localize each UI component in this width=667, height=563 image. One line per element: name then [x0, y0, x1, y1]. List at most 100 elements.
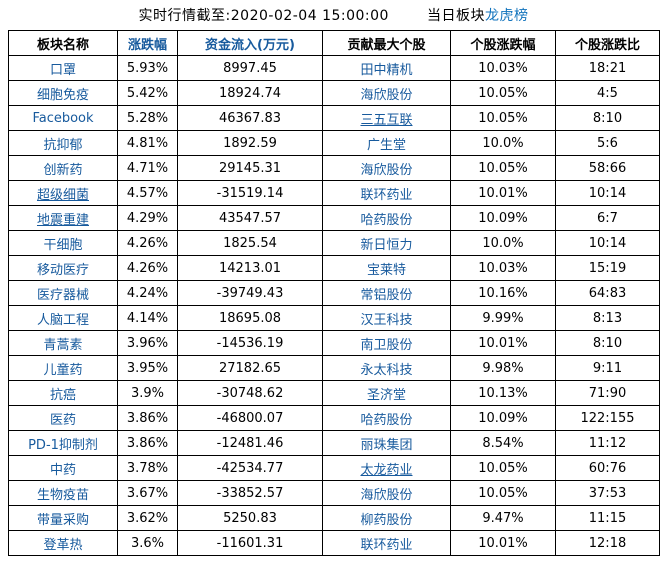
table-row: 抗抑郁 4.81% 1892.59 广生堂 10.0% 5:6	[8, 130, 660, 156]
sector-change: 3.62%	[117, 505, 178, 531]
inflow-value: -30748.62	[177, 380, 323, 406]
stock-change: 9.98%	[450, 355, 556, 381]
column-header: 资金流入(万元)	[177, 30, 323, 56]
sector-change: 5.28%	[117, 105, 178, 131]
stock-link[interactable]: 太龙药业	[322, 455, 451, 481]
stock-link[interactable]: 联环药业	[322, 180, 451, 206]
sector-link[interactable]: PD-1抑制剂	[8, 430, 118, 456]
stock-change: 8.54%	[450, 430, 556, 456]
table-row: 超级细菌 4.57% -31519.14 联环药业 10.01% 10:14	[8, 180, 660, 206]
sector-change: 4.26%	[117, 255, 178, 281]
updown-ratio: 8:10	[555, 330, 660, 356]
table-row: 带量采购 3.62% 5250.83 柳药股份 9.47% 11:15	[8, 505, 660, 531]
sector-link[interactable]: 地震重建	[8, 205, 118, 231]
inflow-value: 5250.83	[177, 505, 323, 531]
sector-change: 4.24%	[117, 280, 178, 306]
sector-link[interactable]: 创新药	[8, 155, 118, 181]
sector-link[interactable]: Facebook	[8, 105, 118, 131]
stock-link[interactable]: 田中精机	[322, 55, 451, 81]
sector-leaderboard-table: 板块名称 涨跌幅 资金流入(万元) 贡献最大个股 个股涨跌幅 个股涨跌比 口罩 5.93% 8…	[8, 30, 660, 556]
updown-ratio: 10:14	[555, 230, 660, 256]
updown-ratio: 6:7	[555, 205, 660, 231]
sector-change: 4.57%	[117, 180, 178, 206]
sector-link[interactable]: 干细胞	[8, 230, 118, 256]
sector-change: 3.9%	[117, 380, 178, 406]
updown-ratio: 18:21	[555, 55, 660, 81]
leaderboard-link[interactable]: 龙虎榜	[484, 8, 529, 24]
sector-change: 4.26%	[117, 230, 178, 256]
stock-link[interactable]: 三五互联	[322, 105, 451, 131]
inflow-value: -12481.46	[177, 430, 323, 456]
sector-link[interactable]: 中药	[8, 455, 118, 481]
inflow-value: 8997.45	[177, 55, 323, 81]
stock-link[interactable]: 宝莱特	[322, 255, 451, 281]
inflow-value: -14536.19	[177, 330, 323, 356]
stock-link[interactable]: 永太科技	[322, 355, 451, 381]
sector-change: 3.86%	[117, 430, 178, 456]
updown-ratio: 8:10	[555, 105, 660, 131]
table-row: 移动医疗 4.26% 14213.01 宝莱特 10.03% 15:19	[8, 255, 660, 281]
timestamp-text: 实时行情截至:2020-02-04 15:00:00	[138, 8, 389, 24]
table-row: 干细胞 4.26% 1825.54 新日恒力 10.0% 10:14	[8, 230, 660, 256]
stock-link[interactable]: 哈药股份	[322, 205, 451, 231]
stock-link[interactable]: 联环药业	[322, 530, 451, 556]
inflow-value: 14213.01	[177, 255, 323, 281]
sector-link[interactable]: 青蒿素	[8, 330, 118, 356]
inflow-value: 1825.54	[177, 230, 323, 256]
stock-change: 10.13%	[450, 380, 556, 406]
updown-ratio: 8:13	[555, 305, 660, 331]
updown-ratio: 71:90	[555, 380, 660, 406]
sector-change: 3.86%	[117, 405, 178, 431]
sector-link[interactable]: 人脑工程	[8, 305, 118, 331]
table-row: 登革热 3.6% -11601.31 联环药业 10.01% 12:18	[8, 530, 660, 556]
table-row: 儿童药 3.95% 27182.65 永太科技 9.98% 9:11	[8, 355, 660, 381]
updown-ratio: 10:14	[555, 180, 660, 206]
sector-link[interactable]: 医疗器械	[8, 280, 118, 306]
sector-link[interactable]: 医药	[8, 405, 118, 431]
table-row: 抗癌 3.9% -30748.62 圣济堂 10.13% 71:90	[8, 380, 660, 406]
stock-change: 10.03%	[450, 255, 556, 281]
sector-link[interactable]: 登革热	[8, 530, 118, 556]
sector-link[interactable]: 生物疫苗	[8, 480, 118, 506]
sector-link[interactable]: 儿童药	[8, 355, 118, 381]
sector-change: 4.14%	[117, 305, 178, 331]
stock-change: 10.01%	[450, 530, 556, 556]
stock-change: 9.47%	[450, 505, 556, 531]
stock-link[interactable]: 丽珠集团	[322, 430, 451, 456]
stock-change: 10.01%	[450, 180, 556, 206]
sector-link[interactable]: 抗癌	[8, 380, 118, 406]
stock-change: 10.01%	[450, 330, 556, 356]
sector-change: 3.78%	[117, 455, 178, 481]
inflow-value: -42534.77	[177, 455, 323, 481]
stock-change: 10.03%	[450, 55, 556, 81]
stock-link[interactable]: 常铝股份	[322, 280, 451, 306]
stock-link[interactable]: 圣济堂	[322, 380, 451, 406]
inflow-value: 27182.65	[177, 355, 323, 381]
inflow-value: 43547.57	[177, 205, 323, 231]
updown-ratio: 4:5	[555, 80, 660, 106]
stock-change: 10.09%	[450, 405, 556, 431]
table-row: 生物疫苗 3.67% -33852.57 海欣股份 10.05% 37:53	[8, 480, 660, 506]
stock-link[interactable]: 海欣股份	[322, 80, 451, 106]
sector-link[interactable]: 带量采购	[8, 505, 118, 531]
table-row: 青蒿素 3.96% -14536.19 南卫股份 10.01% 8:10	[8, 330, 660, 356]
sector-change: 5.93%	[117, 55, 178, 81]
stock-link[interactable]: 新日恒力	[322, 230, 451, 256]
stock-link[interactable]: 哈药股份	[322, 405, 451, 431]
table-row: 医疗器械 4.24% -39749.43 常铝股份 10.16% 64:83	[8, 280, 660, 306]
column-header: 涨跌幅	[117, 30, 178, 56]
stock-link[interactable]: 南卫股份	[322, 330, 451, 356]
stock-link[interactable]: 广生堂	[322, 130, 451, 156]
sector-link[interactable]: 细胞免疫	[8, 80, 118, 106]
sector-link[interactable]: 超级细菌	[8, 180, 118, 206]
sector-link[interactable]: 移动医疗	[8, 255, 118, 281]
column-header: 贡献最大个股	[322, 30, 451, 56]
sector-link[interactable]: 口罩	[8, 55, 118, 81]
sector-link[interactable]: 抗抑郁	[8, 130, 118, 156]
table-row: 中药 3.78% -42534.77 太龙药业 10.05% 60:76	[8, 455, 660, 481]
stock-link[interactable]: 汉王科技	[322, 305, 451, 331]
stock-link[interactable]: 海欣股份	[322, 480, 451, 506]
stock-change: 10.09%	[450, 205, 556, 231]
stock-link[interactable]: 柳药股份	[322, 505, 451, 531]
stock-link[interactable]: 海欣股份	[322, 155, 451, 181]
